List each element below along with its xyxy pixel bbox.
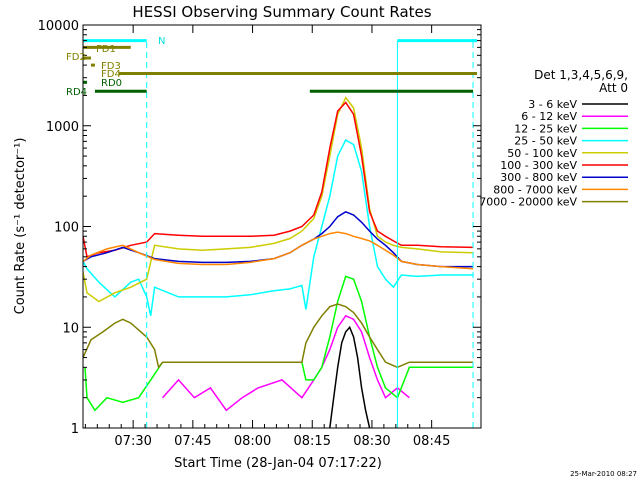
x-axis: 07:30 07:45 08:00 08:15 08:30 08:45 (84, 25, 450, 449)
series-layer (83, 96, 474, 428)
legend-title-line-1: Det 1,3,4,5,6,9, (534, 68, 628, 82)
state-bar-label: FD3 (101, 61, 121, 72)
legend-label: 50 - 100 keV (507, 147, 577, 160)
y-tick-label: 1 (71, 422, 79, 437)
state-bar-label: RD0 (101, 78, 122, 89)
timestamp: 25-Mar-2010 08:27 (570, 470, 637, 478)
y-tick-label: 100 (54, 221, 79, 236)
legend-label: 25 - 50 keV (514, 135, 577, 148)
chart-title: HESSI Observing Summary Count Rates (132, 3, 431, 21)
y-tick-label: 10000 (38, 19, 79, 34)
y-tick-label: 10 (62, 321, 79, 336)
series-line-4 (83, 96, 474, 303)
series-line-7 (83, 231, 474, 270)
series-line-8 (83, 303, 473, 370)
x-axis-label: Start Time (28-Jan-04 07:17:22) (174, 456, 382, 471)
state-bar-label: N (158, 36, 165, 47)
legend-label: 7000 - 20000 keV (479, 196, 577, 209)
legend-label: 6 - 12 keV (521, 110, 577, 123)
state-bar-layer (83, 39, 478, 428)
series-line-3 (83, 139, 473, 316)
x-tick-label: 08:30 (353, 434, 390, 449)
series-line-1 (162, 314, 410, 412)
state-bar-label: FD1 (96, 44, 116, 55)
state-bar-label: FD2 (66, 52, 86, 63)
x-tick-label: 08:45 (413, 434, 450, 449)
y-axis-label: Count Rate (s⁻¹ detector⁻¹) (13, 138, 28, 315)
series-line-2 (84, 275, 473, 412)
legend-label: 100 - 300 keV (500, 159, 577, 172)
y-tick-label: 1000 (46, 120, 79, 135)
legend-label: 800 - 7000 keV (493, 183, 577, 196)
state-bar-label: FD4 (101, 69, 121, 80)
legend-label: 300 - 800 keV (500, 171, 577, 184)
legend-label: 3 - 6 keV (528, 98, 577, 111)
x-tick-label: 08:00 (234, 434, 271, 449)
x-tick-label: 07:30 (114, 434, 151, 449)
y-axis: 1 10 100 1000 10000 (38, 19, 481, 437)
legend-label: 12 - 25 keV (514, 122, 577, 135)
legend-title-line-2: Att 0 (599, 81, 628, 95)
series-line-0 (329, 325, 371, 428)
series-line-6 (83, 210, 473, 268)
series-line-5 (83, 101, 474, 258)
state-bar-label: RD4 (66, 87, 87, 98)
x-tick-label: 08:15 (294, 434, 331, 449)
x-tick-label: 07:45 (174, 434, 211, 449)
